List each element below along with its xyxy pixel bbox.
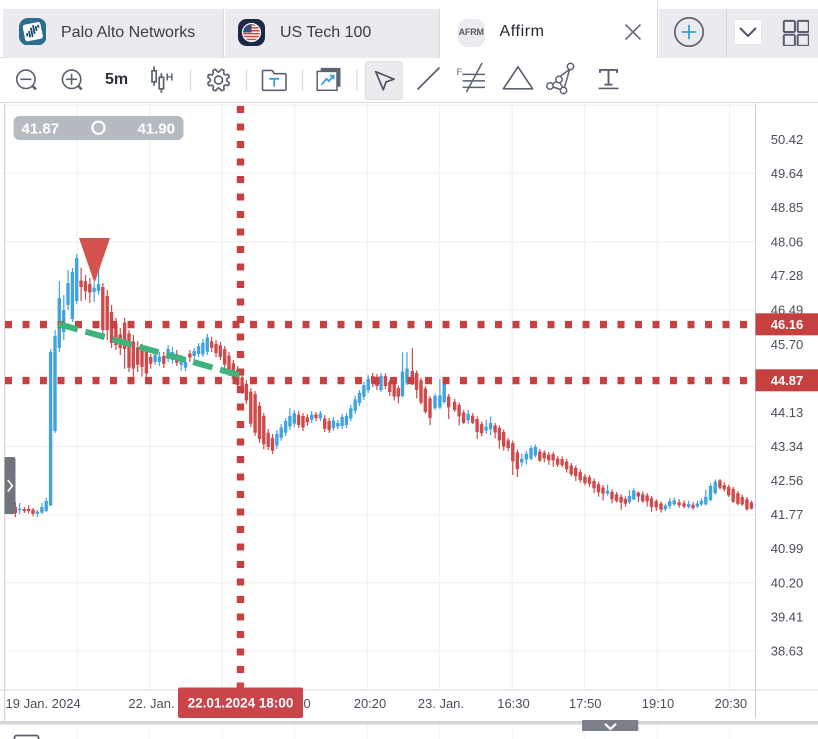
svg-text:17:50: 17:50 — [569, 696, 602, 711]
svg-text:49.64: 49.64 — [771, 166, 804, 181]
svg-text:41.87: 41.87 — [22, 121, 60, 138]
svg-text:50.42: 50.42 — [771, 132, 804, 147]
svg-text:22.01.2024 18:00: 22.01.2024 18:00 — [188, 696, 294, 711]
svg-text:47.28: 47.28 — [771, 268, 804, 283]
svg-text:19:10: 19:10 — [642, 696, 675, 711]
svg-text:44.13: 44.13 — [771, 405, 804, 420]
svg-text:46.16: 46.16 — [771, 317, 804, 332]
svg-text:38.63: 38.63 — [771, 644, 804, 659]
svg-text:20:30: 20:30 — [715, 696, 748, 711]
svg-text:48.85: 48.85 — [771, 200, 804, 215]
svg-text:44.87: 44.87 — [771, 373, 804, 388]
svg-text:22. Jan.: 22. Jan. — [128, 696, 174, 711]
svg-text:39.41: 39.41 — [771, 610, 804, 625]
svg-text:20:20: 20:20 — [354, 696, 387, 711]
svg-text:40.20: 40.20 — [771, 575, 804, 590]
svg-text:F: F — [457, 67, 463, 78]
svg-text:16:30: 16:30 — [497, 696, 530, 711]
svg-text:23. Jan.: 23. Jan. — [418, 696, 464, 711]
svg-text:0: 0 — [304, 696, 311, 711]
svg-text:42.56: 42.56 — [771, 473, 804, 488]
svg-text:45.70: 45.70 — [771, 337, 804, 352]
svg-text:43.34: 43.34 — [771, 439, 804, 454]
svg-text:19 Jan. 2024: 19 Jan. 2024 — [6, 696, 81, 711]
svg-text:41.77: 41.77 — [771, 507, 804, 522]
svg-text:41.90: 41.90 — [137, 121, 175, 138]
svg-text:H: H — [166, 72, 174, 84]
svg-text:48.06: 48.06 — [771, 234, 804, 249]
svg-text:40.99: 40.99 — [771, 541, 804, 556]
